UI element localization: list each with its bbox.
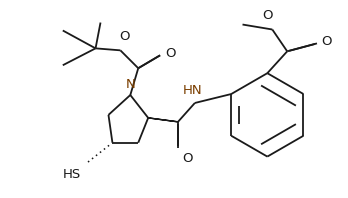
Text: HS: HS: [62, 168, 81, 181]
Text: O: O: [322, 35, 332, 48]
Text: O: O: [183, 152, 193, 165]
Text: HN: HN: [183, 84, 203, 97]
Text: N: N: [125, 78, 135, 91]
Text: O: O: [165, 47, 175, 60]
Text: O: O: [119, 30, 129, 43]
Text: O: O: [262, 9, 272, 22]
Polygon shape: [148, 118, 178, 122]
